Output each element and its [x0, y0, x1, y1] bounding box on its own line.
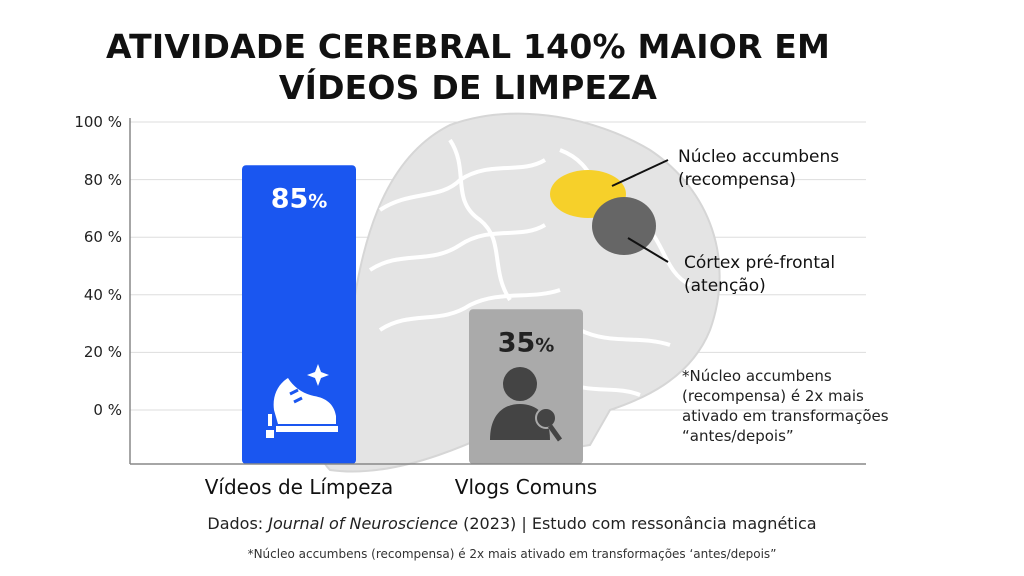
note-line: ativado em transformações [682, 407, 889, 425]
bar-value-unit: % [308, 190, 328, 213]
nucleus-annotation: Núcleo accumbens (recompensa) [678, 146, 839, 192]
bar-value-label: 35% [498, 328, 555, 359]
y-tick-label: 100 % [74, 113, 122, 131]
note-line: *Núcleo accumbens [682, 367, 832, 385]
annotation-line: Núcleo accumbens [678, 147, 840, 167]
bar [242, 165, 356, 464]
brain-fold [448, 138, 512, 302]
annotation-line: (recompensa) [678, 170, 796, 190]
data-source: Dados: Journal of Neuroscience (2023) | … [0, 514, 1024, 533]
note-line: “antes/depois” [682, 427, 794, 445]
y-tick-label: 20 % [83, 343, 122, 362]
annotation-line: Córtex pré-frontal [684, 253, 836, 273]
cortex-annotation: Córtex pré-frontal (atenção) [684, 252, 835, 298]
prefrontal-cortex-highlight [592, 197, 656, 255]
brain-fold [378, 288, 561, 332]
y-tick-label: 40 % [83, 285, 122, 304]
note-line: (recompensa) é 2x mais [682, 387, 864, 405]
footnote: *Núcleo accumbens (recompensa) é 2x mais… [247, 547, 777, 561]
brain-illustration [316, 112, 721, 473]
brain-fold [579, 328, 671, 347]
person-microphone-icon [490, 367, 563, 442]
annotation-line: (atenção) [684, 276, 766, 296]
bar-value-label: 85% [271, 184, 328, 215]
source-suffix: (2023) | Estudo com ressonância magnétic… [458, 514, 817, 533]
nucleus-leader-line [611, 159, 669, 187]
y-tick-label: 80 % [83, 170, 122, 189]
category-label: Vídeos de Límpeza [204, 475, 394, 499]
category-label: Vlogs Comuns [454, 475, 598, 499]
chart-title: ATIVIDADE CEREBRAL 140% MAIOR EM VÍDEOS … [0, 26, 936, 108]
cortex-leader-line [627, 237, 669, 263]
bar-value-unit: % [535, 334, 555, 357]
source-journal: Journal of Neuroscience [268, 514, 458, 533]
brain-fold [368, 223, 547, 272]
source-prefix: Dados: [207, 514, 269, 533]
bar-value-number: 85 [270, 183, 309, 215]
bar-value-number: 35 [497, 327, 536, 359]
chart-title-line: ATIVIDADE CEREBRAL 140% MAIOR EM [105, 27, 831, 66]
y-tick-label: 60 % [83, 228, 122, 247]
chart-title-line: VÍDEOS DE LIMPEZA [278, 68, 658, 107]
y-tick-label: 0 % [93, 401, 122, 419]
side-note: *Núcleo accumbens (recompensa) é 2x mais… [682, 366, 889, 446]
sneaker-icon [266, 364, 338, 438]
